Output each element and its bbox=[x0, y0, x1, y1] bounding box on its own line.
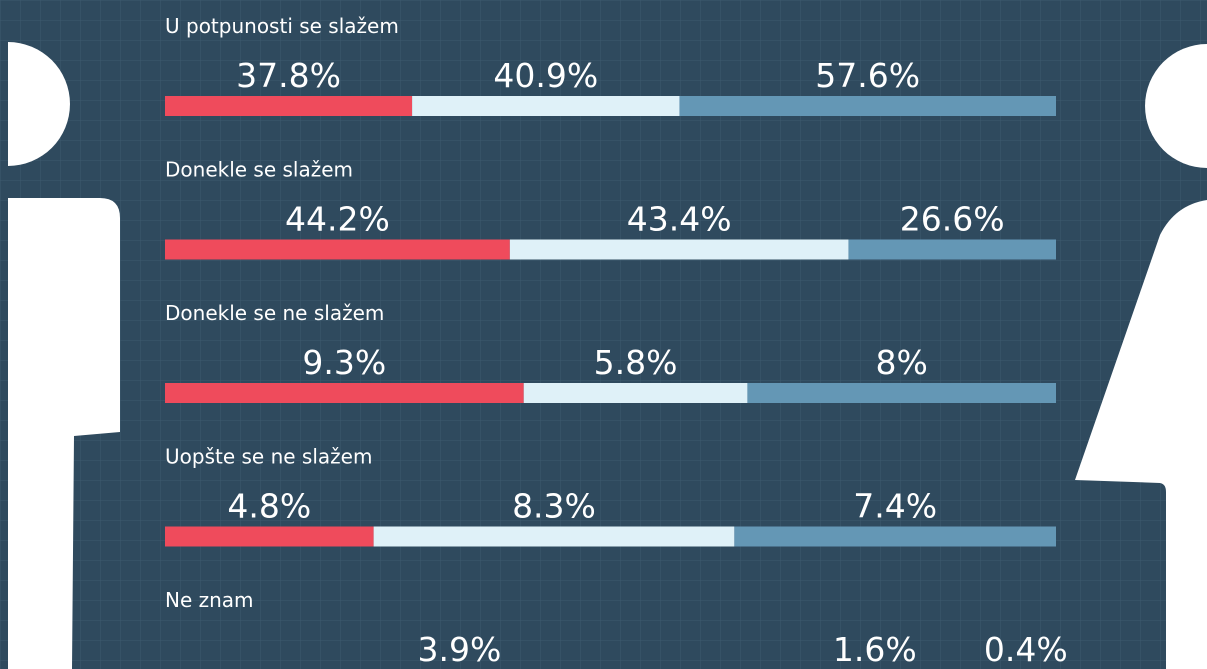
value-label: 43.4% bbox=[627, 200, 732, 239]
value-label: 37.8% bbox=[236, 56, 341, 95]
value-label: 1.6% bbox=[833, 630, 917, 669]
row-label: U potpunosti se slažem bbox=[165, 14, 399, 38]
bar-segment bbox=[412, 96, 680, 116]
value-label: 7.4% bbox=[853, 487, 937, 526]
bar-segment bbox=[165, 383, 524, 403]
bar-segment bbox=[523, 383, 748, 403]
row-label: Donekle se slažem bbox=[165, 158, 353, 182]
row-label: Donekle se ne slažem bbox=[165, 301, 384, 325]
value-label: 40.9% bbox=[493, 56, 598, 95]
value-label: 4.8% bbox=[227, 487, 311, 526]
bar-segment bbox=[373, 526, 735, 547]
row-label: Ne znam bbox=[165, 588, 254, 612]
value-label: 8.3% bbox=[512, 487, 596, 526]
bar-segment bbox=[165, 239, 510, 260]
right-silhouette bbox=[1075, 44, 1207, 669]
left-silhouette bbox=[8, 42, 120, 669]
bar-segment bbox=[848, 239, 1056, 260]
bar-segment bbox=[509, 239, 849, 260]
bar-segment bbox=[165, 526, 374, 547]
value-label: 3.9% bbox=[418, 630, 502, 669]
value-label: 9.3% bbox=[302, 343, 386, 382]
value-label: 57.6% bbox=[815, 56, 920, 95]
value-label: 26.6% bbox=[900, 200, 1005, 239]
value-label: 0.4% bbox=[984, 630, 1068, 669]
bar-segment bbox=[747, 383, 1056, 403]
row-label: Uopšte se ne slažem bbox=[165, 445, 372, 469]
bar-segment bbox=[734, 526, 1056, 547]
bar-segment bbox=[165, 96, 413, 116]
bar-segment bbox=[679, 96, 1056, 116]
value-label: 8% bbox=[876, 343, 928, 382]
value-label: 5.8% bbox=[594, 343, 678, 382]
value-label: 44.2% bbox=[285, 200, 390, 239]
